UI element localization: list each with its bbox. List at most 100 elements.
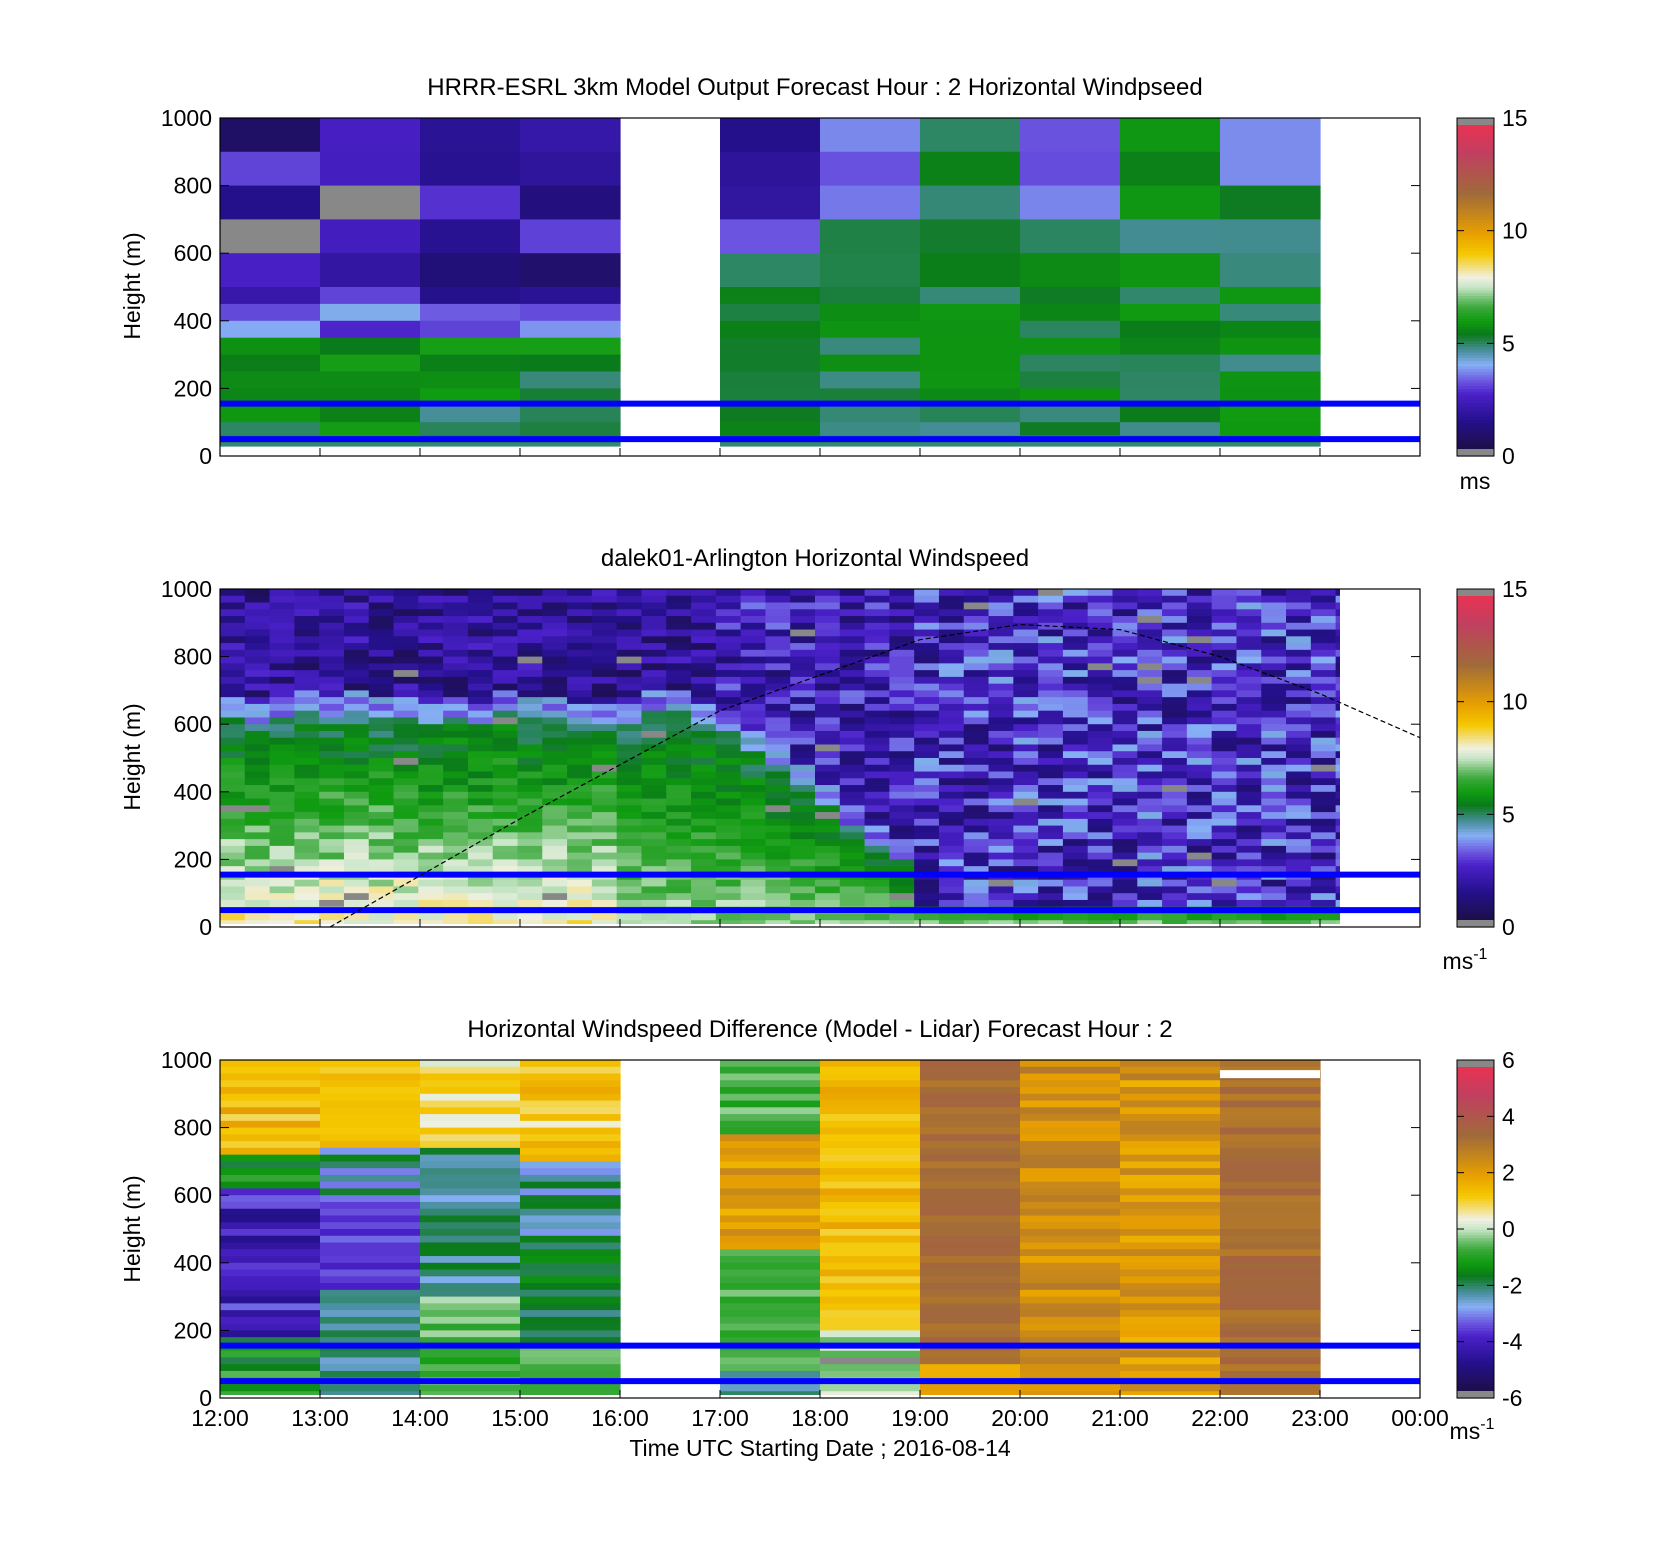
heatmap-cell [1162, 602, 1188, 610]
heatmap-cell [1310, 690, 1337, 698]
heatmap-cell [520, 1350, 621, 1359]
heatmap-cell [1385, 596, 1410, 603]
heatmap-cell [320, 1107, 421, 1115]
heatmap-cell [319, 818, 345, 827]
colorbar-tick-label: 6 [1502, 1047, 1515, 1073]
heatmap-cell [1220, 1127, 1321, 1135]
heatmap-cell [641, 899, 667, 908]
heatmap-cell [864, 616, 890, 624]
heatmap-cell [520, 320, 621, 339]
heatmap-cell [244, 697, 271, 705]
heatmap-cell [1220, 1316, 1321, 1325]
heatmap-cell [319, 724, 345, 732]
heatmap-cell [220, 1100, 321, 1108]
heatmap-cell [443, 893, 469, 901]
heatmap-cell [420, 1289, 521, 1298]
heatmap-cell [269, 629, 295, 637]
heatmap-cell [567, 818, 593, 827]
heatmap-cell [920, 1127, 1021, 1135]
heatmap-cell [343, 737, 370, 746]
heatmap-cell [988, 710, 1014, 719]
heatmap-cell [914, 697, 940, 705]
heatmap-cell [443, 744, 469, 752]
heatmap-cell [740, 744, 767, 752]
heatmap-cell [591, 649, 618, 658]
heatmap-cell [420, 1073, 521, 1081]
x-tick-label: 19:00 [891, 1405, 949, 1431]
heatmap-cell [1261, 656, 1287, 664]
heatmap-cell [864, 832, 890, 840]
heatmap-cell [368, 920, 395, 924]
heatmap-cell [368, 805, 395, 813]
heatmap-cell [1062, 730, 1089, 739]
heatmap-cell [1087, 622, 1114, 631]
heatmap-cell [1062, 710, 1089, 719]
heatmap-cell [691, 758, 717, 766]
heatmap-cell [1385, 744, 1410, 751]
heatmap-cell [1120, 1235, 1221, 1244]
colorbar-tick-label: 0 [1502, 914, 1515, 940]
heatmap-cell [1087, 825, 1114, 833]
heatmap-cell [220, 442, 321, 447]
heatmap-cell [1310, 764, 1337, 773]
heatmap-cell [294, 602, 320, 610]
heatmap-cell [1120, 1316, 1221, 1325]
heatmap-cell [220, 1201, 321, 1210]
heatmap-cell [294, 616, 320, 624]
heatmap-cell [666, 656, 692, 664]
heatmap-cell [1310, 893, 1337, 901]
heatmap-cell [418, 886, 444, 894]
heatmap-cell [269, 758, 295, 766]
heatmap-cell [864, 717, 890, 725]
heatmap-cell [1220, 442, 1321, 447]
heatmap-cell [220, 771, 246, 779]
heatmap-cell [319, 791, 345, 800]
heatmap-cell [591, 690, 618, 698]
heatmap-cell [467, 622, 494, 631]
heatmap-cell [666, 758, 692, 766]
heatmap-cell [1220, 1370, 1321, 1379]
heatmap-cell [1310, 778, 1337, 786]
colorbar-tick-label: 4 [1502, 1103, 1515, 1129]
heatmap-cell [294, 703, 320, 712]
heatmap-cell [715, 730, 742, 739]
heatmap-cell [820, 1073, 921, 1081]
heatmap-cell [616, 602, 643, 610]
heatmap-cell [443, 832, 469, 840]
heatmap-cell [294, 609, 320, 617]
heatmap-cell [319, 920, 345, 924]
heatmap-cell [492, 771, 519, 779]
heatmap-cell [1112, 920, 1138, 924]
heatmap-cell [567, 683, 593, 691]
colorbar-unit: ms-1 [1443, 946, 1488, 974]
heatmap-cell [1186, 717, 1213, 725]
heatmap-cell [820, 1161, 921, 1169]
heatmap-cell [889, 697, 915, 705]
heatmap-cell [790, 595, 816, 604]
heatmap-cell [1087, 764, 1114, 773]
heatmap-cell [567, 595, 593, 604]
heatmap-cell [765, 629, 791, 637]
heatmap-cell [839, 771, 866, 779]
heatmap-cell [889, 825, 915, 833]
heatmap-cell [420, 1310, 521, 1318]
heatmap-cell [567, 602, 593, 610]
heatmap-cell [1335, 798, 1340, 806]
heatmap-cell [1162, 778, 1188, 786]
heatmap-cell [1385, 684, 1410, 691]
heatmap-cell [1385, 704, 1410, 711]
heatmap-cell [864, 798, 890, 806]
heatmap-cell [492, 913, 519, 921]
heatmap-cell [1062, 839, 1089, 847]
heatmap-cell [839, 825, 866, 833]
heatmap-cell [320, 1174, 421, 1183]
heatmap-cell [393, 683, 419, 691]
heatmap-cell [467, 683, 494, 691]
heatmap-cell [616, 609, 643, 617]
heatmap-cell [1020, 1181, 1121, 1190]
heatmap-cell [963, 805, 990, 813]
heatmap-cell [790, 663, 816, 671]
heatmap-cell [517, 676, 543, 685]
heatmap-cell [567, 663, 593, 671]
